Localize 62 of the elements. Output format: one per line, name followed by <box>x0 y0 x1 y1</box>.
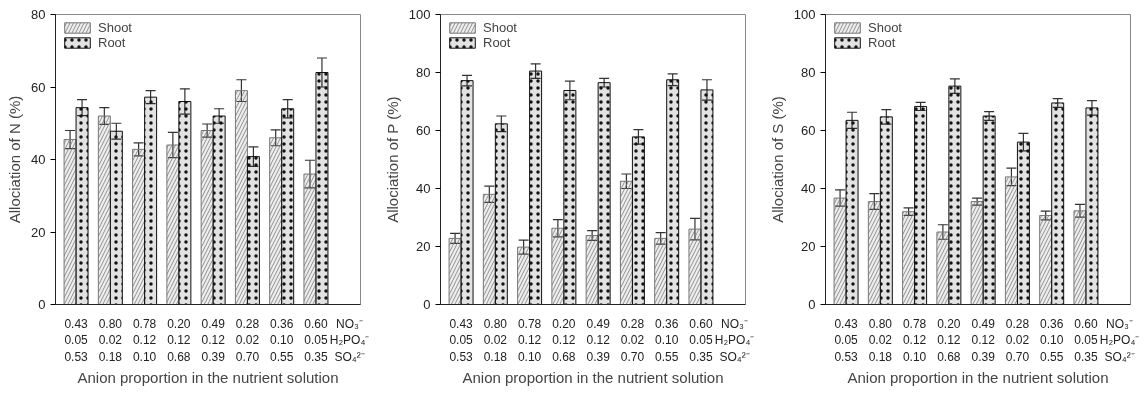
x-tick-label: 0.36 0.10 0.55 <box>270 316 294 365</box>
x-tick-label: 0.43 0.05 0.53 <box>449 316 474 365</box>
y-tick-label: 80 <box>31 7 46 22</box>
x-tick-label: 0.43 0.05 0.53 <box>834 316 859 365</box>
y-tick-label: 0 <box>423 297 431 312</box>
x-tick-label: 0.49 0.12 0.39 <box>201 316 226 365</box>
y-axis-title: Allociation of N (%) <box>6 95 24 224</box>
y-tick-label: 40 <box>416 181 431 196</box>
text: NO₃⁻ <box>336 316 363 331</box>
y-axis-title: Allociation of S (%) <box>768 96 786 223</box>
x-tick-label: 0.60 0.05 0.35 <box>304 316 328 365</box>
x-tick-label: 0.43 0.05 0.53 <box>64 316 89 365</box>
y-tick-label: 100 <box>408 7 431 22</box>
legend-label: Root <box>483 35 511 50</box>
x-tick-label: 0.49 0.12 0.39 <box>586 316 611 365</box>
legend-label: Shoot <box>98 20 132 35</box>
y-tick-label: 60 <box>31 79 46 95</box>
x-tick-label: 0.60 0.05 0.35 <box>689 316 713 365</box>
x-axis-title: Anion proportion in the nutrient solution <box>847 369 1109 387</box>
text: NO₃⁻ <box>1106 316 1133 331</box>
text: H₂PO₄⁻ <box>329 333 370 348</box>
legend-label: Shoot <box>868 20 902 35</box>
x-tick-label: 0.80 0.02 0.18 <box>868 316 893 365</box>
x-tick-label: 0.49 0.12 0.39 <box>971 316 996 365</box>
x-tick-label: 0.78 0.12 0.10 <box>132 316 157 365</box>
x-axis-title: Anion proportion in the nutrient solution <box>462 369 724 387</box>
x-tick-label: 0.20 0.12 0.68 <box>552 316 576 365</box>
x-tick-label: 0.36 0.10 0.55 <box>655 316 679 365</box>
y-tick-label: 40 <box>31 152 46 167</box>
x-tick-label: 0.36 0.10 0.55 <box>1040 316 1064 365</box>
y-tick-label: 60 <box>801 123 816 138</box>
legend-label: Root <box>98 35 126 50</box>
y-tick-label: 20 <box>416 239 431 254</box>
text: SO₄²⁻ <box>334 350 365 365</box>
y-tick-label: 80 <box>801 65 816 80</box>
x-tick-label: 0.78 0.12 0.10 <box>517 316 542 365</box>
y-tick-label: 60 <box>416 123 431 138</box>
x-tick-label: 0.28 0.02 0.70 <box>1005 316 1030 365</box>
y-tick-label: 20 <box>801 239 816 254</box>
legend-label: Shoot <box>483 20 517 35</box>
x-tick-label: 0.20 0.12 0.68 <box>937 316 961 365</box>
text: H₂PO₄⁻ <box>714 333 755 348</box>
x-tick-label: 0.80 0.02 0.18 <box>98 316 123 365</box>
text: SO₄²⁻ <box>1104 350 1135 365</box>
y-tick-label: 20 <box>31 224 46 240</box>
x-tick-label: 0.20 0.12 0.68 <box>167 316 191 365</box>
x-tick-label: 0.80 0.02 0.18 <box>483 316 508 365</box>
text: SO₄²⁻ <box>719 350 750 365</box>
x-tick-label: 0.60 0.05 0.35 <box>1074 316 1098 365</box>
y-axis-title: Allociation of P (%) <box>383 96 401 223</box>
y-tick-label: 80 <box>416 65 431 80</box>
legend-label: Root <box>868 35 896 50</box>
x-tick-label: 0.28 0.02 0.70 <box>620 316 645 365</box>
y-tick-label: 0 <box>808 297 816 312</box>
text: NO₃⁻ <box>721 316 748 331</box>
y-tick-label: 100 <box>793 7 816 22</box>
x-tick-label: 0.78 0.12 0.10 <box>902 316 927 365</box>
text: H₂PO₄⁻ <box>1099 333 1140 348</box>
x-axis-title: Anion proportion in the nutrient solution <box>77 369 339 387</box>
y-tick-label: 40 <box>801 181 816 196</box>
y-tick-label: 0 <box>38 297 46 312</box>
x-tick-label: 0.28 0.02 0.70 <box>235 316 260 365</box>
